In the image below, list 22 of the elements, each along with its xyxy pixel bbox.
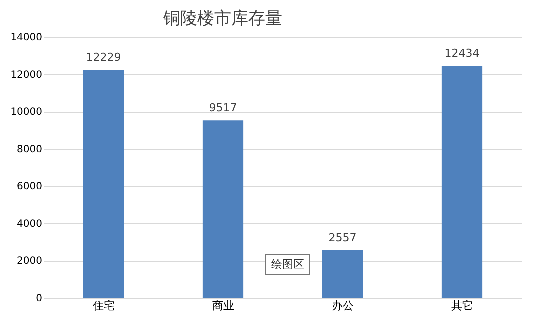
- y-tick-label: 6000: [17, 182, 42, 193]
- y-tick-label: 14000: [10, 32, 42, 44]
- y-tick-label: 4000: [17, 218, 42, 230]
- x-tick-label: 住宅: [92, 300, 115, 312]
- data-label: 12229: [86, 51, 122, 64]
- data-label: 2557: [328, 231, 357, 244]
- x-tick-label: 商业: [212, 300, 234, 312]
- annotation: 绘图区: [272, 258, 304, 271]
- y-tick-label: 10000: [10, 107, 42, 118]
- bar: [442, 66, 483, 298]
- bar: [202, 120, 244, 298]
- y-tick-label: 0: [36, 294, 42, 304]
- bar: [322, 250, 364, 298]
- chart-title: 铜陵楼市库存量: [162, 9, 282, 29]
- data-label: 9517: [209, 102, 238, 115]
- y-tick-label: 12000: [10, 70, 42, 81]
- bar: [83, 70, 124, 298]
- y-tick-label: 8000: [17, 144, 42, 156]
- data-label: 12434: [444, 47, 480, 60]
- x-tick-label: 其它: [451, 300, 474, 312]
- x-tick-label: 办公: [332, 300, 354, 312]
- y-tick-label: 2000: [17, 256, 42, 268]
